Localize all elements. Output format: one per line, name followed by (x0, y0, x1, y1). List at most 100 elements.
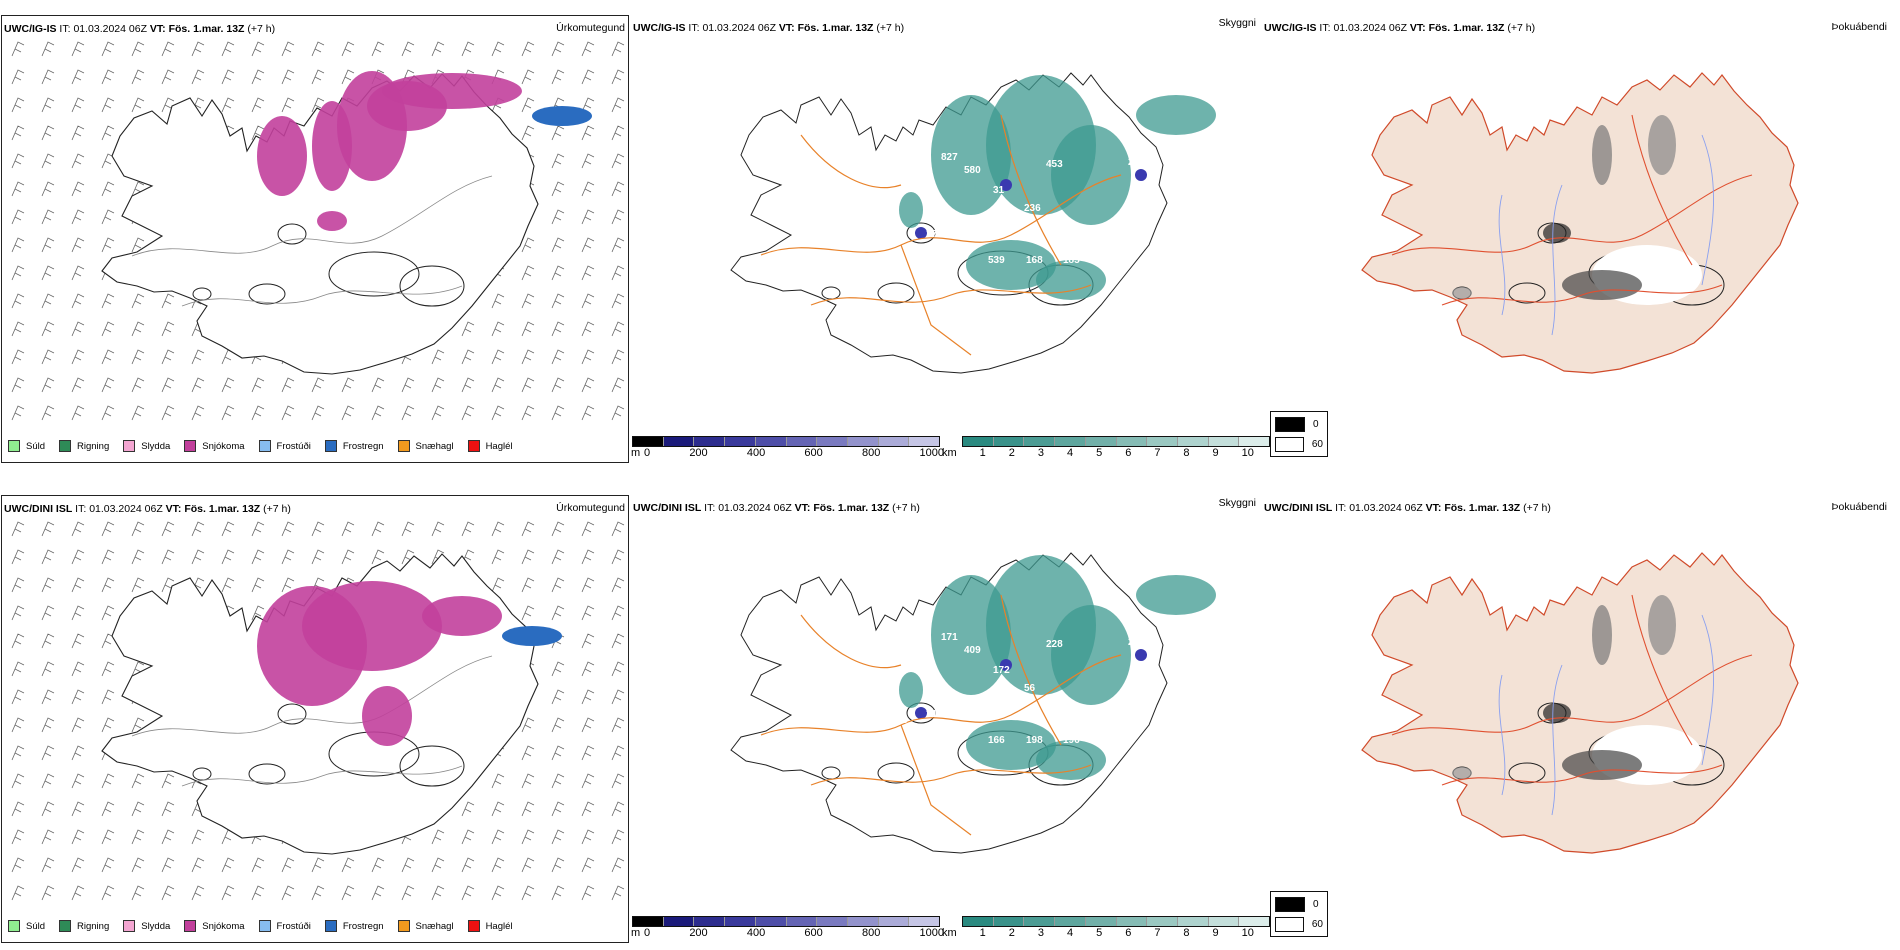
legend-item: Snæhagl (397, 920, 454, 932)
snowfall-area (257, 116, 307, 196)
tick-label: 600 (804, 927, 823, 939)
cloud-base-label: 228 (1046, 639, 1063, 650)
cloud-base-label: 171 (941, 632, 958, 643)
glacier-outline (1508, 762, 1546, 784)
legend-label: Súld (26, 920, 46, 932)
fog-legend: 0 60 (1270, 411, 1328, 457)
colorbar-segment (1116, 917, 1148, 926)
iceland-map (1361, 72, 1799, 374)
legend-swatch (59, 440, 72, 452)
cloud-base-label: 198 (1026, 735, 1043, 746)
legend-swatch (258, 440, 271, 452)
precip-panel-row1: UWC/IG-IS IT: 01.03.2024 06Z VT: Fös. 1.… (1, 15, 629, 463)
cloud-base-label: 166 (988, 735, 1005, 746)
colorbar-segment (993, 437, 1025, 446)
panel-title: Úrkomutegund (556, 22, 625, 34)
tick-label: 7 (1154, 927, 1161, 939)
tick-label: 800 (861, 927, 881, 939)
tick-label: 400 (746, 927, 766, 939)
fog-area (1452, 767, 1472, 779)
legend-label: Frostregn (342, 440, 384, 452)
panel-title: Úrkomutegund (556, 502, 625, 514)
glacier-outline (399, 745, 465, 787)
fog-area (1648, 595, 1676, 655)
legend-label: Snjókoma (202, 440, 245, 452)
legend-item: Snæhagl (397, 440, 454, 452)
legend-item: Frostregn (324, 440, 384, 452)
colorbar-segment (847, 437, 879, 446)
cloud-base-label: 236 (1024, 203, 1041, 214)
legend-item: Snjókoma (184, 440, 245, 452)
legend-label: Rigning (77, 440, 110, 452)
fog-legend-swatch (1275, 417, 1305, 432)
road-network (760, 114, 1122, 356)
precip-panel-row2: UWC/DINI ISL IT: 01.03.2024 06Z VT: Fös.… (1, 495, 629, 943)
fog-legend: 0 60 (1270, 891, 1328, 937)
snowfall-area (302, 581, 442, 671)
colorbar-segment (1055, 437, 1086, 446)
freezing-rain-area (502, 626, 562, 646)
iceland-map: 827 557 580 453 184 31 236 293 28 172 539 168 185 211 (730, 72, 1216, 374)
legend-label: Haglél (485, 920, 513, 932)
panel-title: Skyggni (1218, 17, 1256, 29)
tick-label: 600 (804, 447, 823, 459)
visibility-colorbar (962, 436, 1270, 447)
visibility-colorbar (962, 916, 1270, 927)
cloud-base-label: 185 (1063, 255, 1080, 266)
fog-legend-label: 60 (1311, 919, 1323, 930)
legend-label: Frostregn (342, 920, 384, 932)
altitude-colorbar (632, 916, 940, 927)
tick-label: 10 (1241, 927, 1254, 939)
panel-title: Þokuábendi (1831, 501, 1887, 513)
tick-label: 9 (1212, 447, 1219, 459)
legend-swatch (184, 440, 197, 452)
legend-swatch (324, 920, 337, 932)
colorbar-segment (909, 917, 940, 926)
colorbar-segment (755, 917, 787, 926)
coastline (1361, 72, 1799, 374)
legend-item: Slydda (123, 920, 170, 932)
legend-item: Rigning (59, 440, 109, 452)
altitude-ticks: m 0 200 400 600 800 1000 (631, 927, 944, 939)
tick-label: 2 (1008, 927, 1015, 939)
road-network (760, 594, 1122, 836)
tick-label: 1000 (919, 927, 944, 939)
tick-label: 10 (1241, 447, 1254, 459)
fog-legend-label: 0 (1313, 899, 1319, 910)
tick-label: 3 (1037, 447, 1044, 459)
legend-item: Súld (8, 920, 45, 932)
fog-area (1562, 750, 1642, 780)
legend-swatch (258, 920, 271, 932)
colorbar-segment (817, 437, 848, 446)
panel-header: UWC/IG-IS IT: 01.03.2024 06Z VT: Fös. 1.… (633, 22, 905, 34)
colorbar-segment (1085, 437, 1117, 446)
colorbar-segment (878, 437, 910, 446)
road-network (1391, 114, 1753, 306)
glacier-outline (328, 251, 420, 297)
colorbar-segment (1085, 917, 1117, 926)
legend-item: Súld (8, 440, 45, 452)
glacier-outline (1508, 282, 1546, 304)
glacier-outline (399, 265, 465, 307)
low-visibility-area (1036, 740, 1106, 780)
tick-label: 5 (1096, 927, 1103, 939)
cloud-base-label: 215 (926, 709, 943, 720)
cloud-base-marker (915, 707, 927, 719)
fog-legend-item: 0 (1275, 897, 1323, 912)
cloud-base-label: 196 (1063, 735, 1080, 746)
legend-swatch (59, 920, 72, 932)
glacier-outline (277, 223, 307, 245)
precip-legend: Súld Rigning Slydda Snjókoma Frostúði Frostre… (8, 920, 527, 932)
fog-legend-item: 0 (1275, 417, 1323, 432)
low-visibility-area (1136, 95, 1216, 135)
colorbar-segment (1177, 917, 1209, 926)
glacier-outline (248, 283, 286, 305)
low-visibility-area (966, 240, 1056, 290)
cloud-base-label: 56 (1024, 683, 1036, 694)
cloud-base-label: 172 (993, 665, 1010, 676)
colorbar-segment (878, 917, 910, 926)
colorbar-segment (1024, 437, 1056, 446)
tick-label: 200 (689, 447, 708, 459)
cloud-base-label: 28 (891, 235, 903, 246)
altitude-ticks: m 0 200 400 600 800 1000 (631, 447, 944, 459)
